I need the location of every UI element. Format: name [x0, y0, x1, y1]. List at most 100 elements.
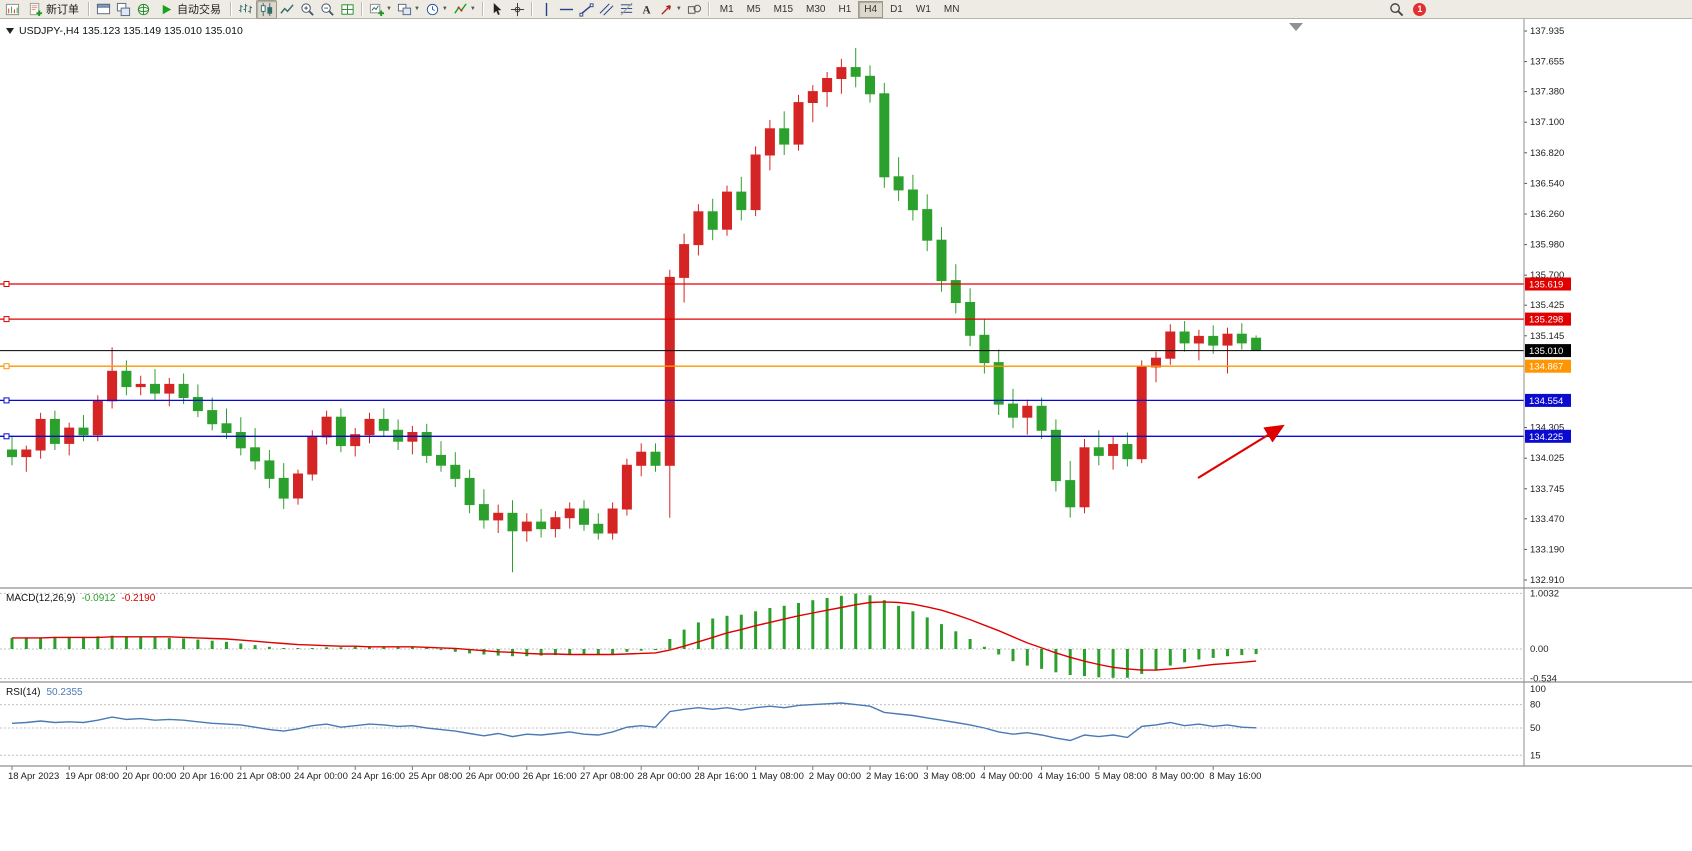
navigator-button[interactable]: [134, 1, 153, 18]
candle: [564, 502, 575, 529]
text-label-button[interactable]: A: [637, 1, 656, 18]
candle: [421, 423, 432, 464]
timeframe-button-m15[interactable]: M15: [773, 3, 794, 15]
price-tick-label: 135.700: [1530, 270, 1564, 281]
arrows-icon: [659, 2, 674, 17]
search-icon: [1389, 2, 1404, 17]
candle: [164, 377, 175, 407]
rsi-panel: 100 80 50 15: [0, 684, 1546, 761]
candle: [707, 198, 718, 241]
price-tick-label: 137.380: [1530, 87, 1564, 98]
periods-button[interactable]: ▼: [423, 1, 450, 18]
candle: [1036, 397, 1047, 439]
timeframe-button-mn[interactable]: MN: [943, 3, 960, 15]
market-watch-button[interactable]: [114, 1, 133, 18]
candle: [1079, 439, 1090, 514]
candle: [893, 157, 904, 201]
timeframe-button-h1[interactable]: H1: [838, 3, 852, 15]
chevron-down-icon[interactable]: ▼: [386, 6, 392, 12]
trend-arrow-object[interactable]: [1197, 424, 1285, 479]
zoom-out-button[interactable]: [318, 1, 337, 18]
line-anchor-handle[interactable]: [3, 433, 10, 440]
chart-window-icon[interactable]: [3, 1, 22, 18]
chevron-down-icon[interactable]: ▼: [469, 6, 476, 12]
price-tick-label: 137.655: [1530, 57, 1564, 68]
chart-window[interactable]: 137.935 137.655 137.380 137.100 136.820 136.5…: [0, 19, 1692, 851]
crosshair-button[interactable]: [508, 1, 527, 18]
chevron-down-icon[interactable]: ▼: [441, 6, 448, 12]
timeframe-button-m30[interactable]: M30: [806, 3, 826, 15]
candlestick-series: [7, 47, 1262, 573]
line-anchor-handle[interactable]: [3, 316, 10, 323]
tile-windows-button[interactable]: [338, 1, 357, 18]
candle: [1108, 436, 1119, 470]
profiles-menu-button[interactable]: ▼: [395, 1, 422, 18]
candle: [936, 227, 947, 292]
line-anchor-handle[interactable]: [3, 397, 10, 404]
auto-trading-button[interactable]: 自动交易: [154, 1, 226, 18]
shapes-button[interactable]: [685, 1, 704, 18]
time-label: 19 Apr 08:00: [65, 771, 119, 782]
time-label: 28 Apr 16:00: [694, 771, 748, 782]
candle: [1208, 325, 1219, 354]
candle: [836, 58, 847, 94]
candle: [1151, 351, 1161, 383]
shapes-icon: [687, 2, 702, 17]
svg-text:A: A: [642, 4, 651, 16]
candle: [207, 397, 218, 431]
trendline-button[interactable]: [577, 1, 596, 18]
svg-text:134.225: 134.225: [1529, 432, 1563, 443]
price-tag-135.619: 135.619: [1525, 277, 1571, 291]
timeframe-button-m1[interactable]: M1: [719, 3, 734, 15]
candle: [350, 428, 361, 457]
candle: [850, 47, 861, 88]
price-tick-label: 136.540: [1530, 178, 1564, 189]
bar-chart-button[interactable]: [236, 1, 255, 18]
line-chart-button[interactable]: [278, 1, 297, 18]
price-tick-label: 136.260: [1530, 209, 1564, 220]
equidistant-channel-button[interactable]: [597, 1, 616, 18]
toolbar: 新订单 自动交易 ▼ ▼ ▼ ▼ A ▼ M1 M5 M15 M30 H1 H4 D1 W1 MN 1: [0, 0, 1692, 19]
indicators-button[interactable]: ▼: [451, 1, 478, 18]
price-tick-label: 135.980: [1530, 240, 1564, 251]
trend-icon: [579, 2, 594, 17]
notification-badge[interactable]: 1: [1413, 2, 1427, 16]
profiles-button[interactable]: [94, 1, 113, 18]
zoom-in-icon: [300, 2, 315, 17]
candle: [250, 428, 261, 470]
price-tick-label: 133.745: [1530, 484, 1564, 495]
candlestick-chart-button[interactable]: [256, 0, 277, 19]
rsi-line: [11, 702, 1257, 742]
chevron-down-icon[interactable]: ▼: [675, 6, 682, 12]
new-chart-button[interactable]: ▼: [367, 1, 394, 18]
vertical-line-button[interactable]: [537, 1, 556, 18]
price-tick-label: 134.305: [1530, 423, 1564, 434]
chevron-down-icon[interactable]: ▼: [413, 6, 420, 12]
timeframe-button-h4[interactable]: H4: [858, 0, 884, 18]
chart-menu-triangle-icon[interactable]: [6, 28, 14, 34]
candle: [950, 264, 961, 314]
fibonacci-button[interactable]: [617, 1, 636, 18]
timeframe-button-d1[interactable]: D1: [890, 3, 903, 15]
candle: [1050, 419, 1061, 492]
timeframe-button-w1[interactable]: W1: [915, 3, 931, 15]
horizontal-line-button[interactable]: [557, 1, 576, 18]
new-order-button[interactable]: 新订单: [23, 1, 84, 18]
search-icon[interactable]: [1387, 1, 1406, 18]
vline-icon: [539, 2, 554, 17]
time-label: 18 Apr 2023: [8, 771, 59, 782]
candle: [264, 450, 275, 489]
candle: [1136, 360, 1147, 464]
zoom-out-icon: [320, 2, 335, 17]
arrow-tools-button[interactable]: ▼: [657, 1, 684, 18]
candle: [378, 408, 389, 437]
zoom-in-button[interactable]: [298, 1, 317, 18]
chart-shift-marker-icon[interactable]: [1289, 23, 1303, 31]
timeframe-button-m5[interactable]: M5: [746, 3, 761, 15]
time-label: 8 May 00:00: [1152, 771, 1204, 782]
macd-scale-label: 1.0032: [1530, 588, 1559, 599]
cursor-button[interactable]: [488, 1, 507, 18]
line-anchor-handle[interactable]: [3, 281, 10, 287]
time-label: 27 Apr 08:00: [580, 771, 634, 782]
line-anchor-handle[interactable]: [3, 363, 10, 370]
